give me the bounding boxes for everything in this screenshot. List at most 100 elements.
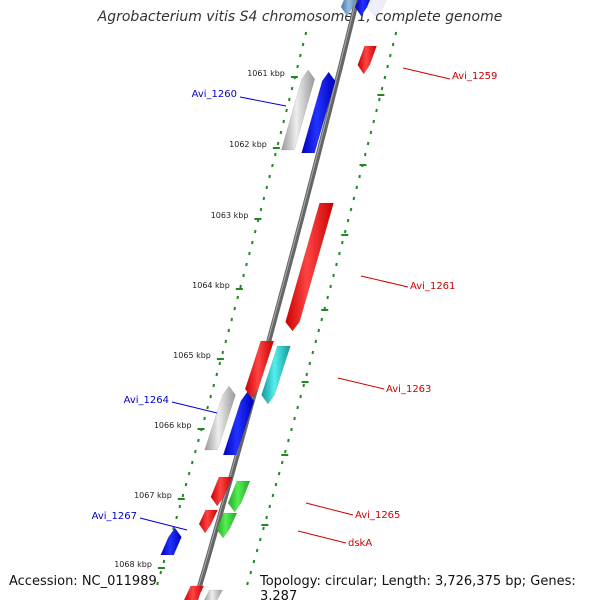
- outer-dot-track: [355, 185, 359, 190]
- inner-dot-track: [282, 119, 286, 124]
- inner-dot-track: [221, 350, 225, 355]
- outer-dot-track: [271, 493, 275, 498]
- outer-dot-track: [389, 53, 392, 58]
- outer-dot-track: [265, 515, 268, 520]
- gene-label: dskA: [348, 538, 372, 549]
- outer-dot-track: [246, 581, 249, 586]
- inner-dot-track: [209, 394, 212, 399]
- inner-dot-track: [203, 416, 206, 421]
- outer-dot-track: [394, 31, 398, 36]
- gene-partial-light: [366, 0, 387, 17]
- gene-label: Avi_1267: [92, 511, 137, 522]
- gene-label-leader: [297, 530, 347, 544]
- outer-dot-track: [311, 350, 315, 355]
- inner-dot-track: [197, 438, 200, 443]
- outer-dot-track: [391, 42, 395, 47]
- gene-avi-1259: [357, 45, 377, 75]
- gene-label: Avi_1261: [410, 281, 455, 292]
- gene-label: Avi_1263: [386, 384, 431, 395]
- gene-partial-steel: [340, 0, 357, 17]
- inner-dot-track: [245, 262, 248, 267]
- inner-dot-track: [233, 306, 236, 311]
- outer-dot-track: [332, 273, 335, 278]
- outer-dot-track: [349, 207, 353, 212]
- outer-dot-track: [299, 394, 302, 399]
- inner-dot-track: [206, 405, 209, 410]
- inner-dot-track: [276, 141, 280, 146]
- inner-dot-track: [239, 284, 242, 289]
- gene-label-leader: [305, 502, 354, 516]
- gene-avi-1265-b: [227, 480, 251, 513]
- outer-dot-track: [293, 416, 296, 421]
- chromosome-backbone: [192, 0, 360, 600]
- outer-dot-track: [378, 97, 381, 102]
- inner-dot-track: [236, 295, 239, 300]
- inner-dot-track: [265, 185, 269, 190]
- inner-dot-track: [172, 526, 175, 531]
- map-title: Agrobacterium vitis S4 chromosome 1, com…: [97, 9, 503, 25]
- outer-dot-track: [338, 251, 341, 256]
- accession-text: Accession: NC_011989: [9, 574, 157, 589]
- outer-dot-track: [262, 526, 265, 531]
- gene-avi-1260-blue: [301, 71, 336, 154]
- inner-dot-track: [251, 240, 254, 245]
- gene-label-leader: [402, 67, 451, 80]
- gene-dska: [216, 512, 238, 539]
- inner-dot-track: [259, 207, 263, 212]
- inner-dot-track: [190, 460, 194, 465]
- gene-label-leader: [337, 377, 385, 390]
- inner-dot-track: [290, 86, 294, 91]
- outer-dot-track: [366, 141, 370, 146]
- gene-label-leader: [171, 401, 218, 414]
- kbp-tick-label: 1061 kbp: [247, 69, 285, 78]
- gene-avi-1264-blue: [222, 391, 255, 456]
- outer-dot-track: [252, 559, 256, 564]
- inner-dot-track: [299, 53, 302, 58]
- inner-dot-track: [273, 152, 277, 157]
- outer-dot-track: [259, 537, 262, 542]
- outer-dot-track: [284, 449, 287, 454]
- inner-dot-track: [162, 559, 166, 564]
- chromosome-backbone-highlight: [194, 0, 357, 600]
- outer-dot-track: [317, 328, 321, 333]
- kbp-tick-label: 1066 kbp: [154, 421, 192, 430]
- outer-dot-track: [386, 64, 389, 69]
- inner-dot-track: [242, 273, 245, 278]
- outer-dot-track: [249, 570, 253, 575]
- outer-dot-track: [363, 152, 367, 157]
- inner-dot-track: [268, 174, 271, 179]
- inner-dot-track: [159, 570, 163, 575]
- outer-dot-track: [302, 383, 306, 388]
- gene-partial-blue: [354, 0, 371, 17]
- gene-partial-bottom-red: [183, 585, 205, 600]
- outer-dot-track: [320, 317, 324, 322]
- inner-dot-track: [184, 482, 188, 487]
- gene-label-leader: [360, 275, 409, 288]
- inner-dot-track: [304, 31, 308, 36]
- inner-dot-track: [248, 251, 251, 256]
- kbp-tick-label: 1067 kbp: [134, 491, 172, 500]
- outer-dot-track: [369, 130, 373, 135]
- outer-dot-track: [383, 75, 387, 80]
- inner-dot-track: [271, 163, 274, 168]
- outer-dot-track: [287, 438, 290, 443]
- gene-label-leader: [139, 517, 188, 531]
- outer-dot-track: [268, 504, 272, 509]
- gene-label: Avi_1260: [192, 89, 237, 100]
- outer-dot-track: [314, 339, 318, 344]
- outer-dot-track: [280, 460, 284, 465]
- outer-dot-track: [255, 548, 259, 553]
- inner-dot-track: [262, 196, 266, 201]
- inner-dot-track: [187, 471, 191, 476]
- inner-dot-track: [156, 581, 159, 586]
- gene-avi-1260-gray: [281, 69, 315, 151]
- gene-partial-bottom-gray: [203, 589, 223, 600]
- kbp-tick-label: 1063 kbp: [211, 211, 249, 220]
- outer-dot-track: [343, 229, 347, 234]
- gene-avi-1267: [160, 527, 182, 556]
- outer-dot-track: [380, 86, 384, 91]
- kbp-tick-label: 1064 kbp: [192, 281, 230, 290]
- kbp-tick-label: 1068 kbp: [114, 560, 152, 569]
- gene-label: Avi_1264: [124, 395, 169, 406]
- outer-dot-track: [346, 218, 350, 223]
